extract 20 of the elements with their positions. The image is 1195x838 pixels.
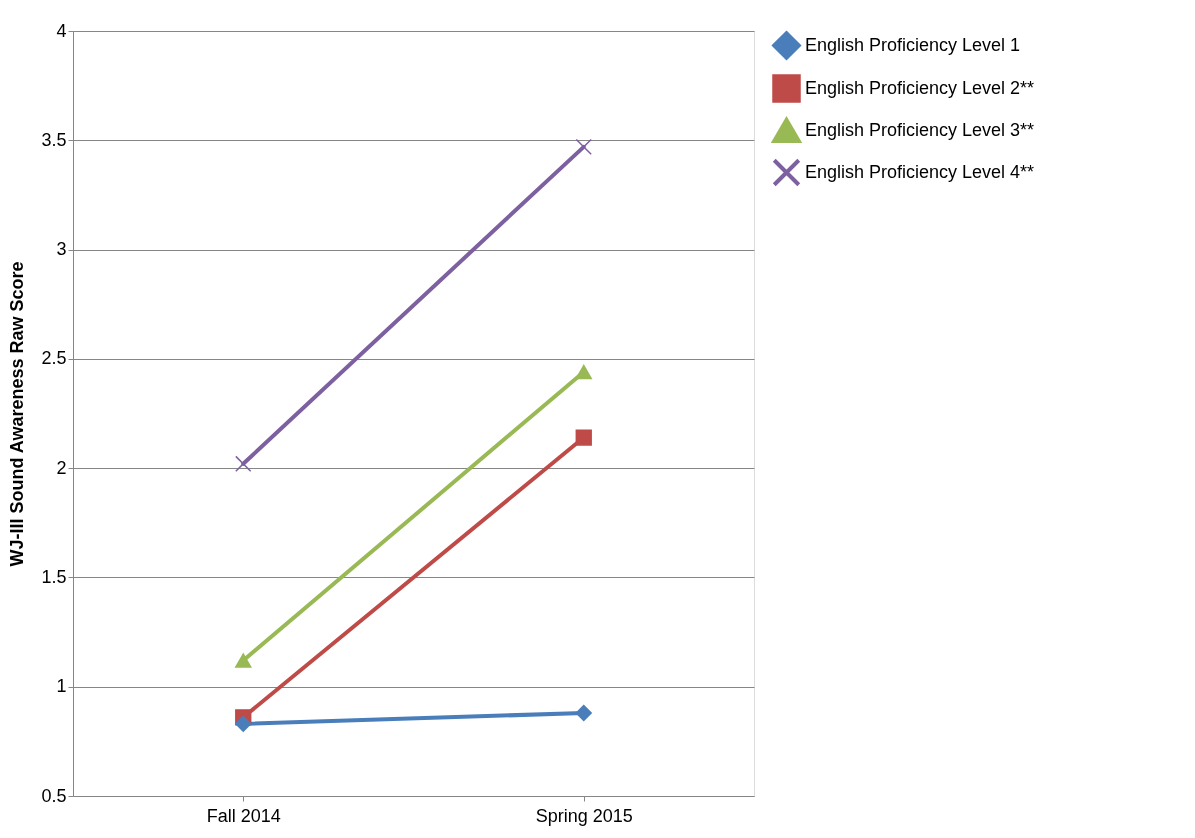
- y-tick-label: 4: [56, 20, 67, 41]
- y-tick-label: 1: [56, 676, 67, 697]
- y-tick-label: 1.5: [41, 566, 67, 587]
- legend-label: English Proficiency Level 4**: [805, 161, 1035, 182]
- legend-label: English Proficiency Level 1: [805, 34, 1021, 55]
- point: [575, 138, 592, 156]
- y-tick-label: 2.5: [41, 348, 67, 369]
- x-tick-label: Fall 2014: [206, 805, 281, 826]
- y-axis-title: WJ-III Sound Awareness Raw Score: [7, 261, 28, 567]
- y-tick-label: 2: [56, 457, 67, 478]
- point: [575, 429, 592, 446]
- x-tick-label: Spring 2015: [535, 805, 633, 826]
- y-tick-label: 0.5: [41, 785, 67, 806]
- legend-label: English Proficiency Level 3**: [805, 119, 1035, 140]
- point: [575, 704, 592, 722]
- y-tick-label: 3.5: [41, 129, 67, 150]
- point: [235, 715, 252, 733]
- legend-label: English Proficiency Level 2**: [805, 77, 1035, 98]
- y-tick-label: 3: [56, 239, 67, 260]
- point: [235, 455, 252, 472]
